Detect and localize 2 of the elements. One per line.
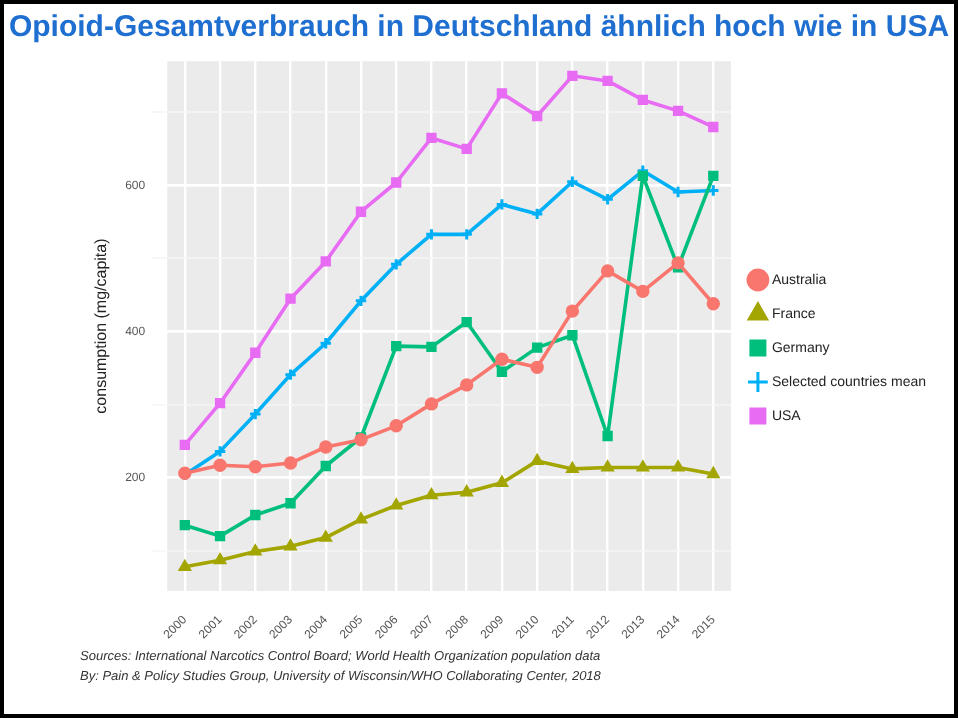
chart-title: Opioid-Gesamtverbrauch in Deutschland ähnlich hoch wie in USA <box>6 10 952 44</box>
y-axis-title: consumption (mg/capita) <box>92 237 111 414</box>
